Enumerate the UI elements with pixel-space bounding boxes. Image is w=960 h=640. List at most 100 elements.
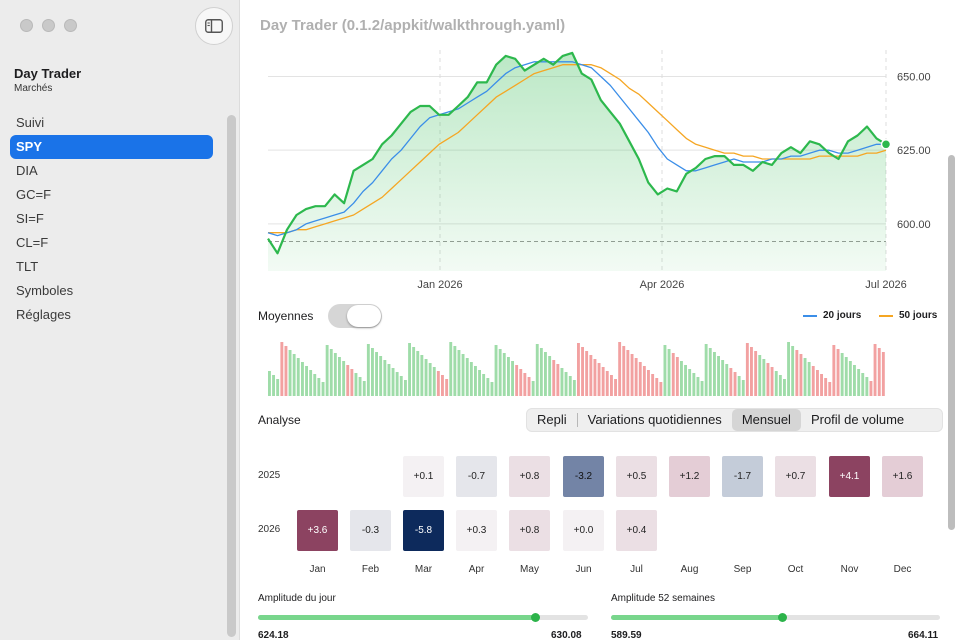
volume-bar bbox=[614, 379, 617, 396]
sidebar-item-r-glages[interactable]: Réglages bbox=[16, 307, 71, 322]
tab-repli[interactable]: Repli bbox=[537, 412, 567, 427]
month-label-feb: Feb bbox=[361, 564, 380, 575]
volume-bar bbox=[630, 354, 634, 396]
volume-bar bbox=[325, 345, 329, 396]
volume-bar bbox=[379, 356, 383, 396]
close-window-button[interactable] bbox=[20, 19, 33, 32]
volume-bar bbox=[342, 361, 346, 396]
volume-bar bbox=[313, 374, 317, 396]
heatmap-cell-2026-may[interactable]: +0.8 bbox=[509, 510, 550, 551]
heatmap-cell-2026-mar[interactable]: -5.8 bbox=[403, 510, 444, 551]
volume-bar bbox=[610, 375, 613, 396]
sidebar-item-spy[interactable]: SPY bbox=[10, 135, 213, 159]
heatmap-cell-2025-sep[interactable]: -1.7 bbox=[722, 456, 763, 497]
heatmap-cell-2025-apr[interactable]: -0.7 bbox=[456, 456, 497, 497]
volume-bar bbox=[708, 348, 712, 396]
heatmap-cell-2026-feb[interactable]: -0.3 bbox=[350, 510, 391, 551]
volume-bar bbox=[502, 353, 506, 396]
day-range-low: 624.18 bbox=[258, 630, 289, 640]
heatmap-cell-2025-nov[interactable]: +4.1 bbox=[829, 456, 870, 497]
heatmap-cell-2026-apr[interactable]: +0.3 bbox=[456, 510, 497, 551]
tab-mensuel[interactable]: Mensuel bbox=[731, 409, 801, 431]
volume-bar bbox=[622, 346, 626, 396]
volume-bar bbox=[416, 351, 420, 396]
sidebar-item-dia[interactable]: DIA bbox=[16, 163, 38, 178]
volume-bar bbox=[593, 359, 597, 396]
heatmap-cell-2025-jun[interactable]: -3.2 bbox=[563, 456, 604, 497]
sidebar-item-tlt[interactable]: TLT bbox=[16, 259, 39, 274]
volume-bar bbox=[807, 362, 811, 396]
volume-bar bbox=[498, 349, 502, 396]
app-subtitle: Marchés bbox=[14, 83, 53, 94]
volume-bar bbox=[820, 374, 823, 396]
legend-swatch-20 bbox=[803, 314, 817, 317]
volume-bar bbox=[729, 368, 733, 396]
volume-bar bbox=[486, 378, 490, 396]
sidebar-item-si-f[interactable]: SI=F bbox=[16, 211, 44, 226]
volume-bar bbox=[346, 365, 350, 396]
volume-bar bbox=[758, 355, 762, 396]
volume-bar bbox=[853, 365, 856, 396]
volume-bar bbox=[881, 352, 885, 396]
volume-bar bbox=[865, 377, 869, 396]
volume-bar bbox=[684, 365, 687, 396]
heatmap-cell-2026-jan[interactable]: +3.6 bbox=[297, 510, 338, 551]
volume-bar bbox=[482, 374, 486, 396]
price-chart: 600.00 625.00 650.00 Jan 2026 Apr 2026 Jul 20… bbox=[267, 50, 931, 396]
volume-bar bbox=[280, 342, 284, 396]
volume-bar bbox=[272, 375, 275, 396]
volume-bar bbox=[721, 360, 725, 396]
week52-range-low: 589.59 bbox=[611, 630, 642, 640]
volume-bar bbox=[317, 378, 321, 396]
heatmap-cell-2025-aug[interactable]: +1.2 bbox=[669, 456, 710, 497]
sidebar-toggle-button[interactable] bbox=[195, 7, 233, 45]
sidebar-item-symboles[interactable]: Symboles bbox=[16, 283, 74, 298]
heatmap-cell-2025-jul[interactable]: +0.5 bbox=[616, 456, 657, 497]
sidebar-item-suivi[interactable]: Suivi bbox=[16, 115, 45, 130]
analyse-label: Analyse bbox=[258, 413, 301, 427]
volume-bar bbox=[861, 373, 865, 396]
zoom-window-button[interactable] bbox=[64, 19, 77, 32]
volume-bar bbox=[305, 366, 308, 396]
volume-bar bbox=[515, 365, 519, 396]
volume-bar bbox=[465, 358, 469, 396]
volume-bar bbox=[404, 380, 407, 396]
volume-bar bbox=[795, 350, 799, 396]
volume-bar bbox=[358, 377, 362, 396]
month-label-nov: Nov bbox=[840, 564, 859, 575]
volume-bar bbox=[548, 356, 552, 396]
volume-bar bbox=[276, 379, 280, 396]
volume-bar bbox=[778, 375, 782, 396]
heatmap-cell-2026-jul[interactable]: +0.4 bbox=[616, 510, 657, 551]
heatmap-cell-2025-may[interactable]: +0.8 bbox=[509, 456, 550, 497]
analyse-segmented-control: Repli Variations quotidiennes Mensuel Pr… bbox=[526, 408, 943, 432]
sidebar-icon bbox=[205, 19, 223, 33]
legend-50-jours: 50 jours bbox=[879, 310, 937, 321]
moyennes-toggle[interactable] bbox=[328, 304, 382, 328]
heatmap-cell-2025-mar[interactable]: +0.1 bbox=[403, 456, 444, 497]
day-range-title: Amplitude du jour bbox=[258, 593, 336, 604]
month-label-sep: Sep bbox=[733, 564, 752, 575]
volume-bar bbox=[457, 350, 461, 396]
volume-bar bbox=[844, 357, 848, 396]
minimize-window-button[interactable] bbox=[42, 19, 55, 32]
y-tick-label: 600.00 bbox=[897, 219, 931, 231]
heatmap-cell-2026-jun[interactable]: +0.0 bbox=[563, 510, 604, 551]
tab-variations-quotidiennes[interactable]: Variations quotidiennes bbox=[587, 412, 722, 427]
sidebar-item-cl-f[interactable]: CL=F bbox=[16, 235, 49, 250]
volume-bar bbox=[816, 370, 819, 396]
week52-range-high: 664.11 bbox=[908, 630, 939, 640]
sidebar-item-gc-f[interactable]: GC=F bbox=[16, 187, 52, 202]
sidebar-scrollbar[interactable] bbox=[227, 115, 236, 637]
main-scrollbar[interactable] bbox=[948, 155, 955, 530]
volume-bar bbox=[424, 359, 428, 396]
tab-profil-de-volume[interactable]: Profil de volume bbox=[810, 412, 905, 427]
volume-bar bbox=[494, 345, 498, 396]
month-label-aug: Aug bbox=[680, 564, 699, 575]
volume-bar bbox=[667, 349, 671, 396]
month-label-oct: Oct bbox=[787, 564, 804, 575]
heatmap-cell-2025-dec[interactable]: +1.6 bbox=[882, 456, 923, 497]
month-label-apr: Apr bbox=[468, 564, 485, 575]
heatmap-cell-2025-oct[interactable]: +0.7 bbox=[775, 456, 816, 497]
volume-bar bbox=[395, 372, 399, 396]
